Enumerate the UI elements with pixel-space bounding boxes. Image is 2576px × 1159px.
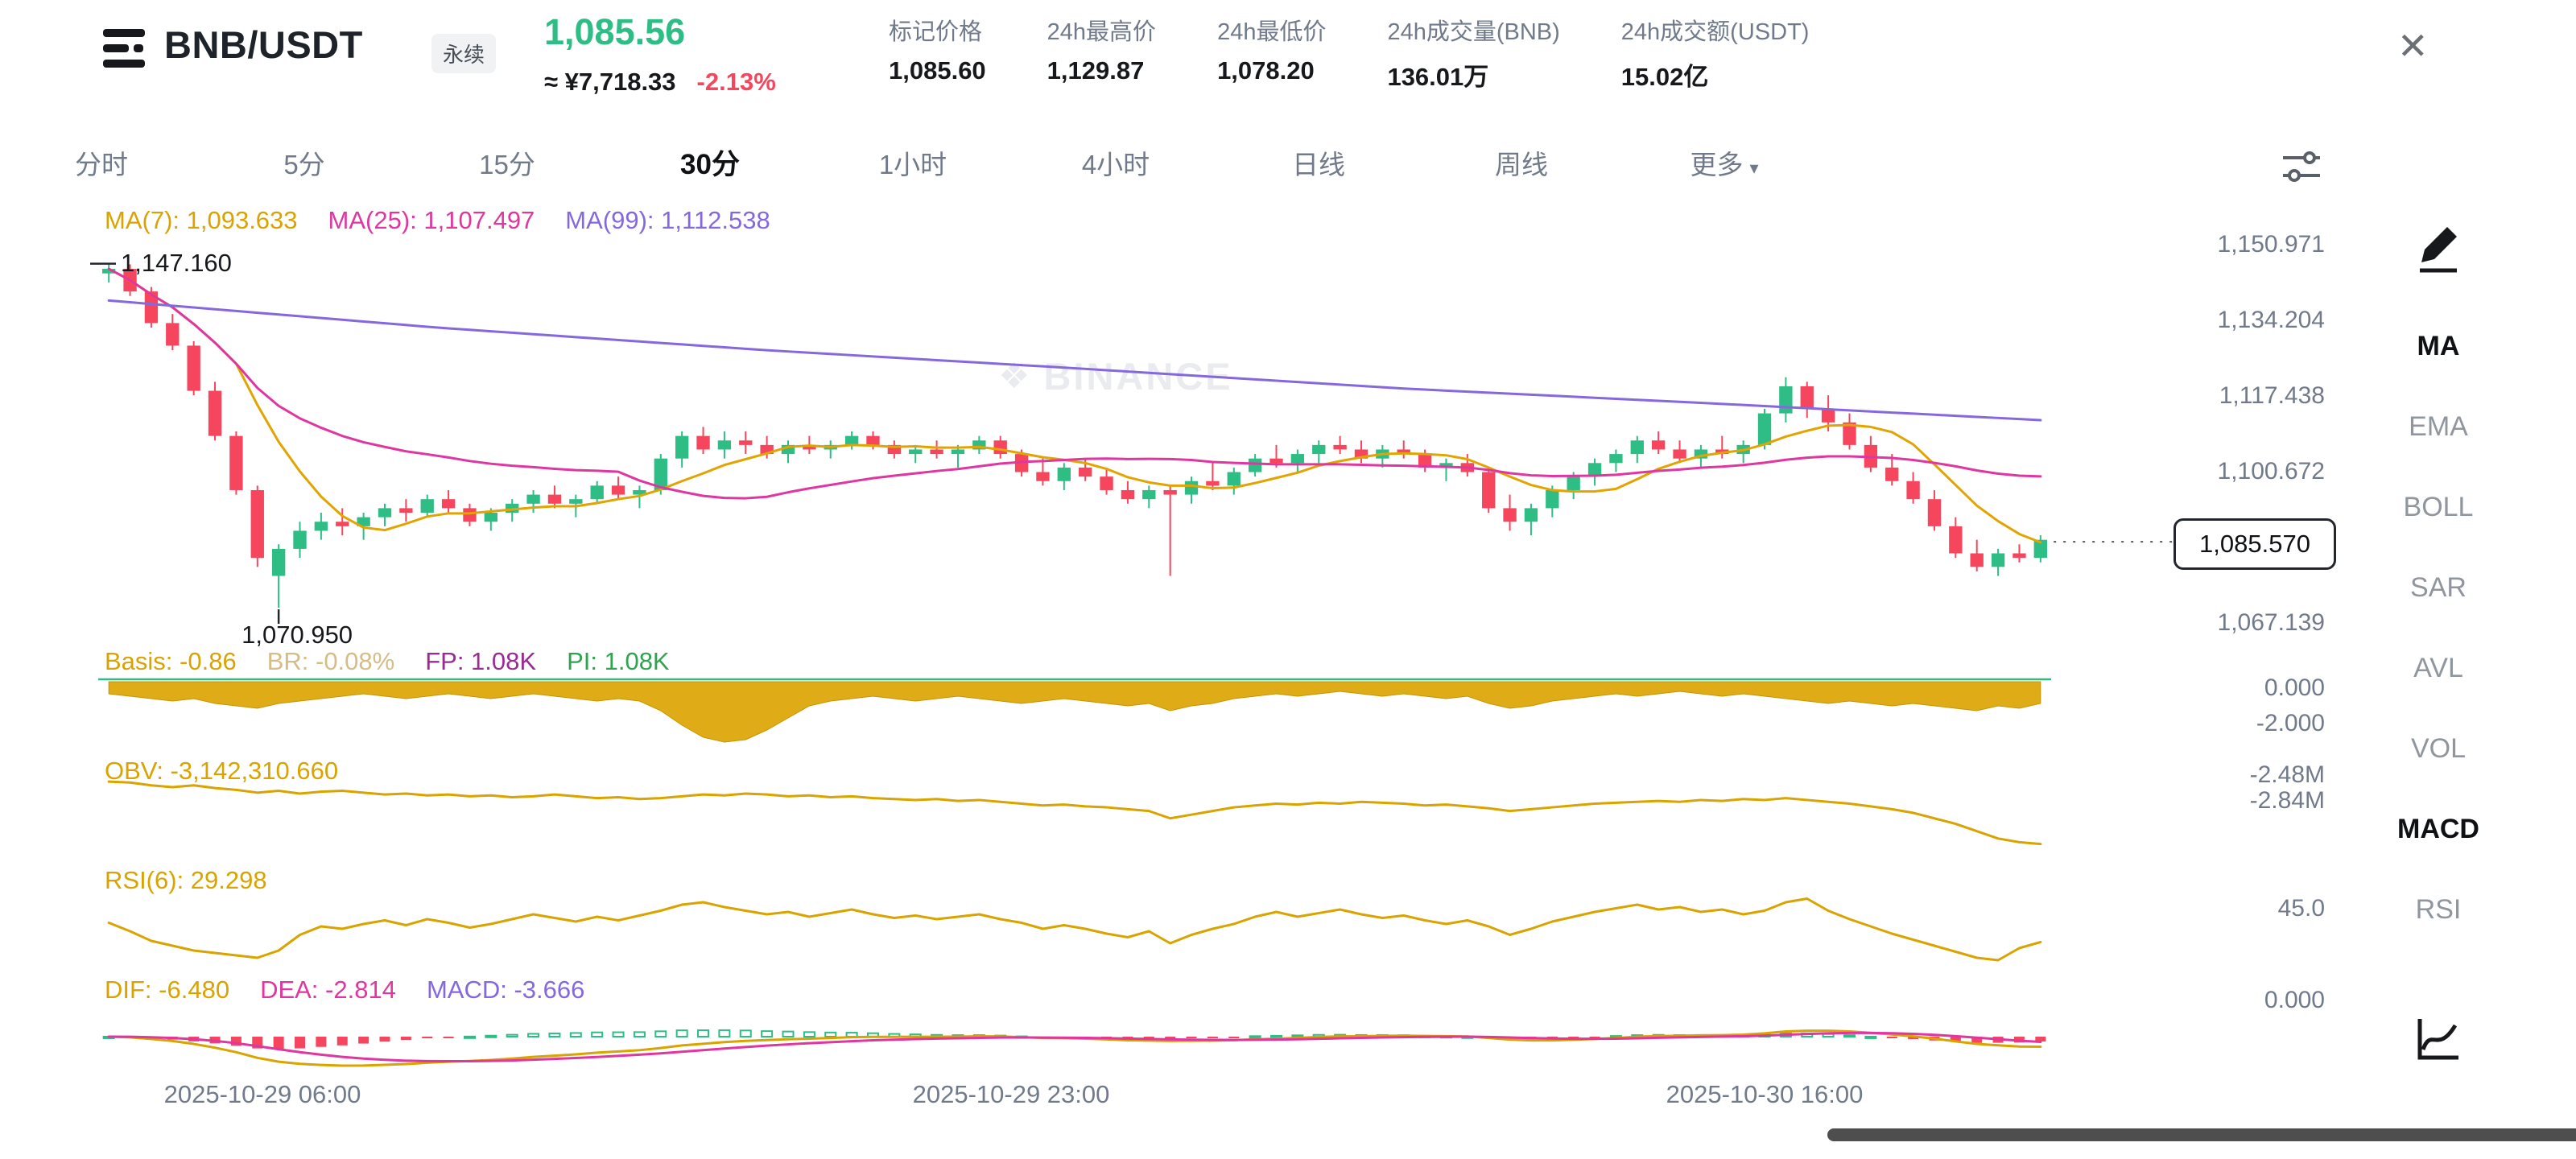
toolbar-item-boll[interactable]: BOLL — [2403, 491, 2474, 522]
xaxis-tick-1: 2025-10-29 06:00 — [163, 1080, 361, 1108]
xaxis-tick-3: 2025-10-30 16:00 — [1666, 1080, 1864, 1108]
fiat-price-row: ≈ ¥7,718.33 -2.13% — [544, 68, 776, 97]
price-axis-label: 1,150.971 — [2217, 231, 2325, 258]
obv-axis-bottom: -2.84M — [2249, 787, 2325, 814]
basis-labels: Basis: -0.86 BR: -0.08% FP: 1.08K PI: 1.… — [105, 647, 670, 676]
obv-axis-top: -2.48M — [2249, 761, 2325, 788]
stat-24h-turnover-usdt: 24h成交额(USDT) 15.02亿 — [1620, 19, 1810, 91]
rsi-label-row: RSI(6): 29.298 — [105, 866, 267, 895]
close-icon[interactable]: ✕ — [2397, 25, 2429, 67]
timeframe-tabs: 分时 5分 15分 30分 1小时 4小时 日线 周线 更多 ▾ — [0, 138, 2093, 192]
toolbar-item-vol[interactable]: VOL — [2410, 732, 2467, 764]
perpetual-badge: 永续 — [431, 34, 497, 73]
toolbar-item-ma[interactable]: MA — [2417, 330, 2460, 361]
stat-24h-low: 24h最低价 1,078.20 — [1217, 19, 1327, 85]
tab-timeframe-1w[interactable]: 周线 — [1495, 150, 1548, 179]
draw-pencil-icon[interactable] — [2410, 221, 2467, 277]
indicator-toolbar: MA EMA BOLL SAR AVL VOL MACD RSI — [2370, 306, 2507, 950]
stat-24h-volume-bnb: 24h成交量(BNB) 136.01万 — [1387, 19, 1560, 91]
tab-timeframe-5m[interactable]: 5分 — [283, 150, 325, 179]
ma25-label: MA(25): 1,107.497 — [328, 206, 535, 234]
price-axis-label: 1,117.438 — [2219, 382, 2325, 410]
toolbar-item-avl[interactable]: AVL — [2413, 652, 2463, 683]
current-price-box: 1,085.570 — [2174, 518, 2336, 571]
toolbar-item-sar[interactable]: SAR — [2410, 571, 2467, 603]
ma-labels: MA(7): 1,093.633 MA(25): 1,107.497 MA(99… — [105, 206, 770, 235]
low-price-label: 1,070.950 — [242, 621, 353, 650]
fp-label: FP: 1.08K — [425, 647, 537, 675]
dif-label: DIF: -6.480 — [105, 975, 230, 1004]
ma99-label: MA(99): 1,112.538 — [565, 206, 770, 234]
toolbar-item-macd[interactable]: MACD — [2397, 813, 2479, 844]
cny-price: ≈ ¥7,718.33 — [544, 68, 676, 96]
xaxis-tick-2: 2025-10-29 23:00 — [912, 1080, 1110, 1108]
macd-axis-zero: 0.000 — [2264, 987, 2325, 1013]
pi-label: PI: 1.08K — [567, 647, 670, 675]
br-label: BR: -0.08% — [266, 647, 395, 675]
ma7-label: MA(7): 1,093.633 — [105, 206, 298, 234]
tab-timeframe-1m[interactable]: 分时 — [75, 150, 128, 179]
macd-labels: DIF: -6.480 DEA: -2.814 MACD: -3.666 — [105, 975, 584, 1004]
rsi-label: RSI(6): 29.298 — [105, 866, 267, 894]
obv-label-row: OBV: -3,142,310.660 — [105, 757, 338, 786]
symbol-title[interactable]: BNB/USDT — [164, 23, 363, 66]
change-percent: -2.13% — [696, 68, 776, 96]
toolbar-item-rsi[interactable]: RSI — [2415, 893, 2462, 925]
chevron-down-icon: ▾ — [1749, 158, 1759, 178]
tab-timeframe-4h[interactable]: 4小时 — [1081, 150, 1150, 179]
price-axis-label: 1,100.672 — [2217, 458, 2325, 485]
last-price: 1,085.56 — [544, 11, 686, 52]
basis-axis-neg2: -2.000 — [2256, 710, 2325, 736]
chart-style-icon[interactable] — [2410, 1011, 2467, 1067]
horizontal-scrollbar[interactable] — [1827, 1128, 2576, 1141]
basis-axis-zero: 0.000 — [2264, 674, 2325, 701]
tab-timeframe-30m[interactable]: 30分 — [680, 149, 740, 180]
toolbar-item-ema[interactable]: EMA — [2409, 410, 2468, 442]
basis-label: Basis: -0.86 — [105, 647, 237, 675]
chart-settings-icon[interactable] — [2280, 148, 2323, 185]
obv-label: OBV: -3,142,310.660 — [105, 757, 339, 785]
stat-24h-high: 24h最高价 1,129.87 — [1046, 19, 1157, 85]
price-axis-label: 1,067.139 — [2217, 609, 2325, 637]
stat-mark-price: 标记价格 1,085.60 — [889, 19, 986, 85]
chart-header: BNB/USDT 永续 1,085.56 ≈ ¥7,718.33 -2.13% 标… — [0, 0, 2576, 121]
rsi-axis-45: 45.0 — [2277, 895, 2325, 922]
tab-more-dropdown[interactable]: 更多 ▾ — [1690, 150, 1759, 179]
tab-timeframe-1h[interactable]: 1小时 — [878, 150, 947, 179]
macd-label: MACD: -3.666 — [426, 975, 585, 1004]
high-price-label: 1,147.160 — [121, 248, 232, 277]
ticker-stats: 标记价格 1,085.60 24h最高价 1,129.87 24h最低价 1,0… — [889, 13, 1809, 93]
tab-timeframe-1d[interactable]: 日线 — [1292, 150, 1345, 179]
price-axis-label: 1,134.204 — [2217, 307, 2325, 334]
binance-logo-icon — [103, 29, 148, 77]
dea-label: DEA: -2.814 — [260, 975, 396, 1004]
tab-timeframe-15m[interactable]: 15分 — [479, 150, 535, 179]
